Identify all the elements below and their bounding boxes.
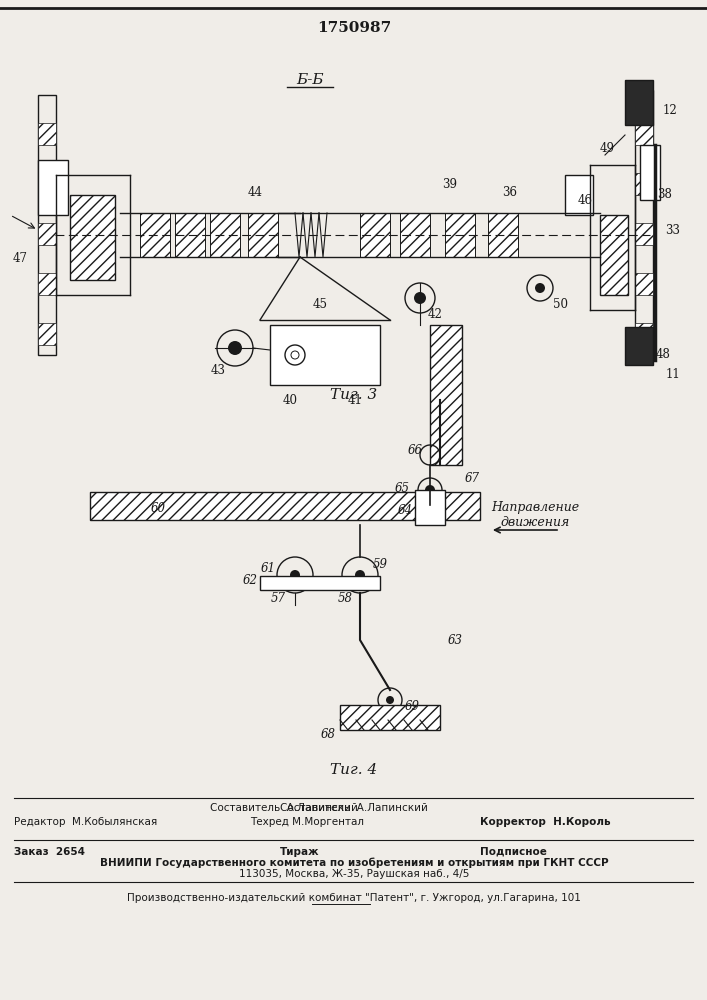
Bar [210,213,240,257]
Text: 1750987: 1750987 [317,21,391,35]
Text: 64: 64 [397,504,412,516]
Bar [340,705,440,730]
Text: 36: 36 [503,186,518,200]
Text: Б-Б: Б-Б [296,73,324,87]
Text: Составитель  А.Лапинский: Составитель А.Лапинский [210,803,358,813]
Text: 68: 68 [320,728,336,742]
Bar [430,325,462,465]
Circle shape [425,485,435,495]
Text: 33: 33 [665,224,681,236]
Text: Редактор  М.Кобылянская: Редактор М.Кобылянская [14,817,157,827]
Text: Производственно-издательский комбинат "Патент", г. Ужгород, ул.Гагарина, 101: Производственно-издательский комбинат "П… [127,893,581,903]
Text: 50: 50 [552,298,568,312]
Text: Направление: Направление [491,502,579,514]
Circle shape [290,570,300,580]
Text: Составитель  А.Лапинский: Составитель А.Лапинский [280,803,428,813]
Text: 44: 44 [247,186,262,200]
Text: 58: 58 [337,591,353,604]
Text: Корректор  Н.Король: Корректор Н.Король [480,817,611,827]
Text: 38: 38 [658,188,672,202]
Text: 63: 63 [448,634,462,647]
Text: 42: 42 [428,308,443,322]
Bar [38,223,56,245]
Bar [248,213,278,257]
Text: 113035, Москва, Ж-35, Раушская наб., 4/5: 113035, Москва, Ж-35, Раушская наб., 4/5 [239,869,469,879]
Text: 40: 40 [283,393,298,406]
Text: Тираж: Тираж [280,847,320,857]
Text: Техред М.Моргентал: Техред М.Моргентал [250,817,364,827]
Bar [38,95,56,355]
Bar [635,323,653,345]
Text: 57: 57 [271,591,286,604]
Bar [635,273,653,295]
Bar [600,215,628,295]
Bar [635,123,653,145]
Text: Заказ  2654: Заказ 2654 [14,847,85,857]
Bar [90,492,480,520]
Bar [625,80,653,125]
Text: 43: 43 [211,363,226,376]
Bar [360,213,390,257]
Text: 61: 61 [260,562,276,574]
Circle shape [535,283,545,293]
Bar [400,213,430,257]
Text: 49: 49 [600,141,614,154]
Bar [635,223,653,245]
Text: Τиг. 3: Τиг. 3 [330,388,378,402]
Bar [640,145,660,200]
Bar [140,213,170,257]
Text: 41: 41 [348,393,363,406]
Circle shape [386,696,394,704]
Text: Подписное: Подписное [480,847,547,857]
Bar [38,323,56,345]
Bar [635,173,653,195]
Text: 60: 60 [151,502,165,514]
Bar [70,195,115,280]
Bar [415,490,445,525]
Text: 69: 69 [404,700,419,712]
Text: 65: 65 [395,482,409,494]
Bar [38,273,56,295]
Text: 48: 48 [655,349,670,361]
Text: 62: 62 [243,574,257,586]
Text: 11: 11 [665,368,680,381]
Circle shape [228,341,242,355]
Text: 39: 39 [443,178,457,192]
Bar [270,325,380,385]
Bar [635,90,653,355]
Text: ВНИИПИ Государственного комитета по изобретениям и открытиям при ГКНТ СССР: ВНИИПИ Государственного комитета по изоб… [100,858,608,868]
Bar [38,173,56,195]
Bar [260,576,380,590]
Text: 67: 67 [464,472,479,485]
Bar [565,175,593,215]
Text: Τиг. 4: Τиг. 4 [330,763,378,777]
Bar [445,213,475,257]
Bar [38,123,56,145]
Circle shape [355,570,365,580]
Circle shape [414,292,426,304]
Text: 59: 59 [373,558,387,572]
Text: 66: 66 [407,444,423,456]
Text: движения: движения [501,516,570,528]
Text: 46: 46 [578,194,592,207]
Bar [488,213,518,257]
Bar [175,213,205,257]
Text: 45: 45 [312,298,327,312]
Bar [625,327,653,365]
Text: 12: 12 [662,104,677,116]
Bar [38,160,68,215]
Text: 47: 47 [13,251,28,264]
